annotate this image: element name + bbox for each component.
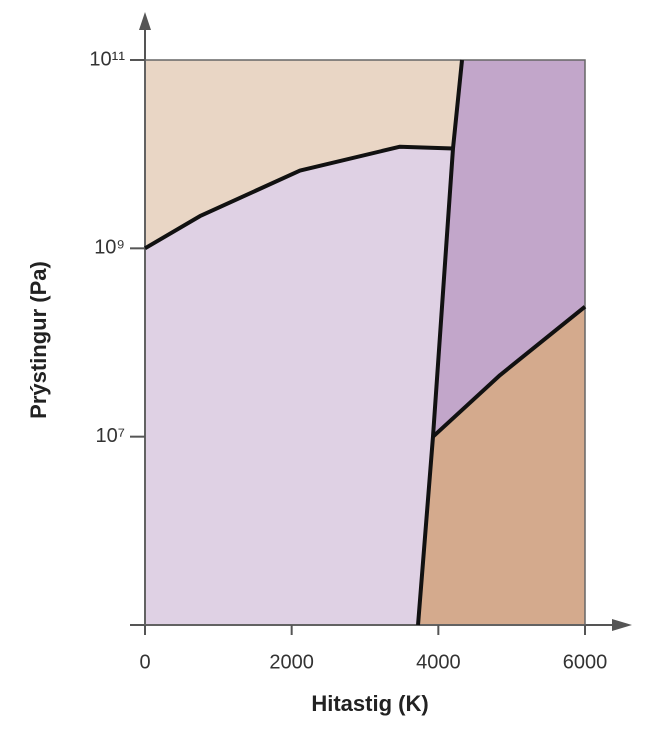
region [432,60,585,437]
y-tick-label: 10¹¹ [89,48,125,70]
region [145,146,453,625]
plot-frame [144,59,586,626]
phase-boundary [431,305,587,439]
x-axis-title: Hitastig (K) [311,691,428,716]
x-axis-arrow [612,619,632,631]
y-tick-label: 10⁷ [96,425,125,447]
y-tick-label: 10⁹ [94,237,125,259]
phase-boundary [416,59,465,626]
y-axis-arrow [139,12,151,30]
x-tick-label: 0 [139,651,150,673]
y-axis-title: Prýstingur (Pa) [26,261,51,419]
region [145,60,463,249]
region [418,306,585,625]
x-tick-label: 6000 [563,651,608,673]
x-tick-label: 2000 [269,651,314,673]
phase-boundary [143,144,454,251]
x-tick-label: 4000 [416,651,461,673]
